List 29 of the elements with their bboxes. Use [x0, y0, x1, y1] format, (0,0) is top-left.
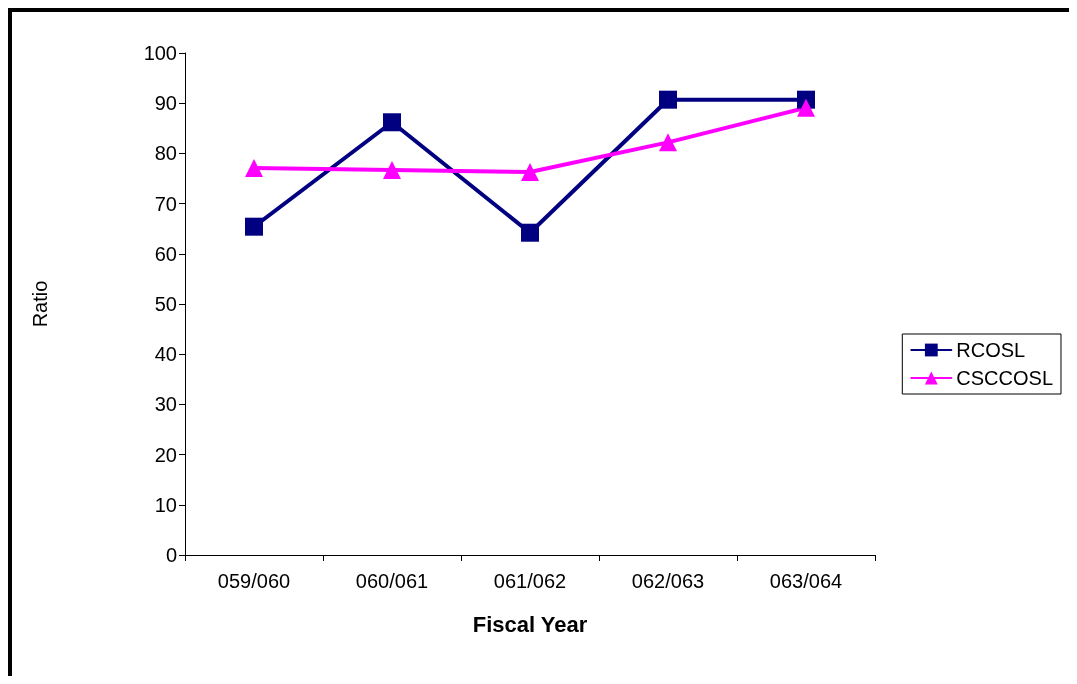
y-tick-label: 80 — [154, 142, 177, 165]
legend-label: CSCCOSL — [956, 367, 1054, 389]
y-tick-label: 70 — [154, 192, 177, 215]
y-tick-label: 0 — [165, 544, 177, 566]
y-tick-label: 50 — [154, 293, 177, 315]
x-tick-label: 062/063 — [631, 570, 705, 592]
x-axis-title: Fiscal Year — [472, 611, 588, 637]
point — [383, 113, 401, 132]
y-tick-label: 100 — [143, 42, 177, 64]
x-tick-label: 063/064 — [769, 570, 843, 592]
y-tick-label: 10 — [154, 493, 177, 516]
y-tick-label: 30 — [154, 393, 177, 416]
point — [521, 223, 539, 242]
point — [659, 90, 677, 109]
y-axis-title: Ratio — [29, 280, 51, 328]
point — [383, 160, 401, 179]
point — [245, 158, 263, 177]
x-tick-label: 059/060 — [217, 570, 291, 592]
point — [659, 133, 677, 152]
point — [245, 217, 263, 236]
x-tick-label: 061/062 — [493, 570, 567, 592]
y-tick-label: 90 — [154, 92, 177, 115]
x-tick-label: 060/061 — [355, 570, 429, 592]
y-tick-label: 20 — [154, 443, 177, 466]
y-tick-label: 60 — [154, 242, 177, 265]
y-tick-label: 40 — [154, 343, 177, 366]
legend-label: RCOSL — [956, 339, 1026, 361]
point — [521, 162, 539, 181]
point — [797, 98, 815, 117]
